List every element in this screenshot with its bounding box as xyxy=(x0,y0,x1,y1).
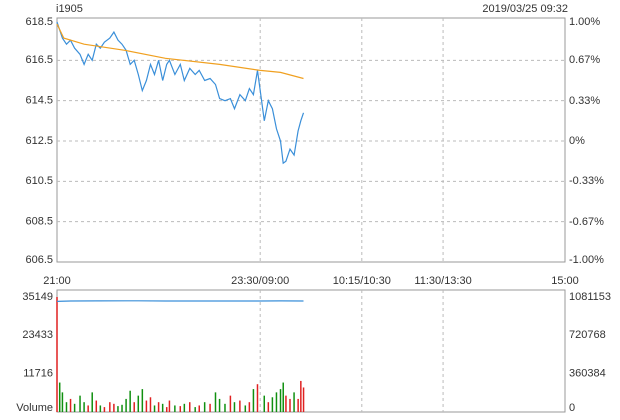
y2-tick-label: 1.00% xyxy=(569,16,600,28)
series-line xyxy=(56,21,305,165)
y2-tick-label: -1.00% xyxy=(569,254,604,266)
y-tick-label: 23433 xyxy=(22,329,53,341)
y2-tick-label: 0.67% xyxy=(569,54,600,66)
symbol: i1905 xyxy=(56,3,83,15)
volume-frame xyxy=(56,289,566,413)
timestamp: 2019/03/25 09:32 xyxy=(482,3,568,15)
y-tick-label: 616.5 xyxy=(25,54,53,66)
y2-tick-label: 0% xyxy=(569,135,585,147)
y-tick-label: 612.5 xyxy=(25,135,53,147)
y-tick-label: 610.5 xyxy=(25,175,53,187)
y2-tick-label: 0.33% xyxy=(569,95,600,107)
y2-tick-label: -0.33% xyxy=(569,175,604,187)
series-line xyxy=(56,23,304,80)
x-tick-label: 10:15/10:30 xyxy=(333,275,391,287)
open-interest-line xyxy=(56,300,304,302)
x-tick-label: 11:30/13:30 xyxy=(414,275,471,287)
y-tick-label: 618.5 xyxy=(25,16,53,28)
y2-tick-label: 1081153 xyxy=(569,291,611,303)
x-tick-label: 21:00 xyxy=(43,275,71,287)
x-tick-label: 23:30/09:00 xyxy=(231,275,289,287)
y2-tick-label: 360384 xyxy=(569,368,606,380)
y2-tick-label: -0.67% xyxy=(569,216,604,228)
y-tick-label: 35149 xyxy=(22,291,53,303)
y-tick-label: 606.5 xyxy=(25,254,53,266)
x-tick-label: 15:00 xyxy=(551,275,579,287)
y-tick-label: 614.5 xyxy=(25,95,53,107)
y-tick-label: Volume xyxy=(16,402,53,414)
y-tick-label: 608.5 xyxy=(25,216,53,228)
y2-tick-label: 720768 xyxy=(569,329,606,341)
price-frame xyxy=(56,17,566,263)
y-tick-label: 11716 xyxy=(23,368,53,380)
y2-tick-label: 0 xyxy=(569,402,575,414)
